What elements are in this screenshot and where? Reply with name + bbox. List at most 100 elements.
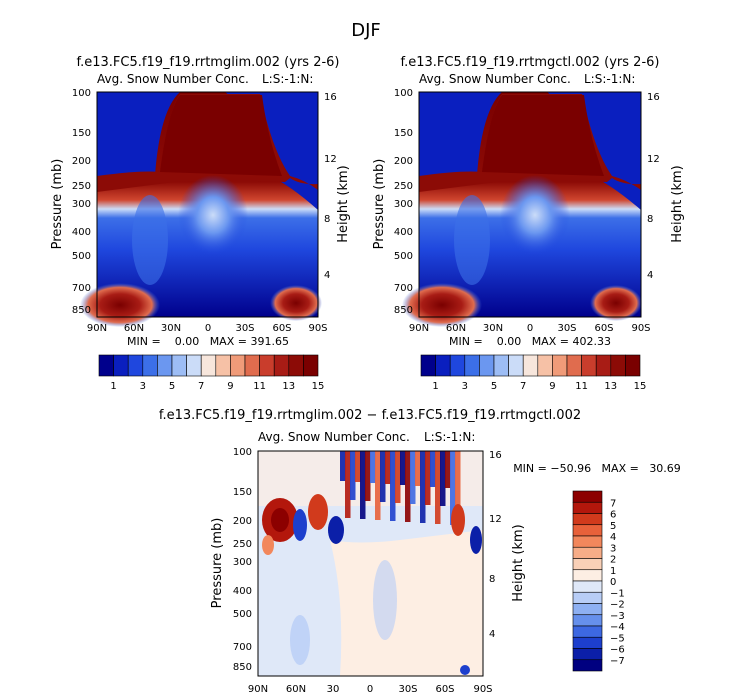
colorbar-label: 9	[549, 381, 555, 392]
colorbar-swatch	[572, 513, 603, 526]
panel-1-xticks: 90N 60N 30N 0 30S 60S 90S	[87, 323, 328, 334]
colorbar-swatch	[142, 354, 158, 377]
y-tick-right-label: 16	[647, 92, 660, 103]
panel-3-heatmap	[257, 450, 484, 677]
colorbar-swatch	[215, 354, 231, 377]
colorbar-swatch	[244, 354, 260, 377]
colorbar-swatch	[420, 354, 436, 377]
x-tick-label: 60N	[286, 684, 306, 695]
x-tick-label: 90N	[87, 323, 107, 334]
colorbar-label: −4	[610, 622, 625, 633]
panel-3-ylabel-right: Height (km)	[511, 524, 526, 601]
colorbar-label: −7	[610, 656, 625, 667]
colorbar-label: 5	[610, 521, 616, 532]
colorbar-swatch	[157, 354, 173, 377]
y-tick-label: 400	[72, 227, 91, 238]
diff-streak	[360, 451, 366, 519]
y-tick-right-label: 8	[489, 574, 495, 585]
colorbar-swatch	[610, 354, 626, 377]
colorbar-swatch	[566, 354, 582, 377]
colorbar-swatch	[572, 603, 603, 616]
colorbar-swatch	[572, 524, 603, 537]
diff-streak	[445, 451, 451, 488]
colorbar-swatch	[113, 354, 129, 377]
colorbar-label: −1	[610, 588, 625, 599]
diff-streak	[420, 451, 426, 523]
colorbar-label: −5	[610, 633, 625, 644]
diff-streak	[400, 451, 406, 485]
colorbar-swatch	[186, 354, 202, 377]
panel-3-title: f.e13.FC5.f19_f19.rrtmglim.002 − f.e13.F…	[159, 408, 581, 423]
panel-1-heatmap	[80, 91, 322, 327]
y-tick-label: 100	[233, 447, 252, 458]
y-tick-right-label: 16	[489, 450, 502, 461]
colorbar-label: 4	[610, 532, 616, 543]
colorbar-label: 7	[198, 381, 204, 392]
colorbar-swatch	[259, 354, 275, 377]
colorbar-label: 15	[312, 381, 325, 392]
colorbar-label: 13	[604, 381, 617, 392]
y-tick-label: 500	[72, 251, 91, 262]
y-tick-right-label: 8	[324, 214, 330, 225]
diff-streak	[430, 451, 436, 487]
panel-2-ylabel-right: Height (km)	[670, 165, 685, 242]
y-tick-label: 700	[394, 283, 413, 294]
panel-3: f.e13.FC5.f19_f19.rrtmglim.002 − f.e13.F…	[159, 408, 681, 695]
panel-1: f.e13.FC5.f19_f19.rrtmglim.002 (yrs 2-6)…	[50, 55, 351, 392]
diff-streak	[450, 451, 456, 525]
panel-3-subtitle: Avg. Snow Number Conc.	[258, 430, 410, 444]
y-tick-right-label: 4	[324, 270, 330, 281]
colorbar-label: 9	[227, 381, 233, 392]
colorbar-swatch	[625, 354, 641, 377]
colorbar-label: 1	[110, 381, 116, 392]
panel-2: f.e13.FC5.f19_f19.rrtmgctl.002 (yrs 2-6)…	[372, 55, 685, 392]
colorbar-swatch	[572, 535, 603, 548]
colorbar-label: 5	[169, 381, 175, 392]
colorbar-swatch	[435, 354, 451, 377]
diff-streak	[355, 451, 361, 482]
panel-2-yticks-right: 16 12 8 4	[647, 92, 660, 281]
y-tick-right-label: 4	[647, 270, 653, 281]
y-tick-right-label: 12	[489, 514, 502, 525]
y-tick-label: 300	[233, 557, 252, 568]
panel-1-min-max: MIN = 0.00 MAX = 391.65	[127, 335, 289, 348]
colorbar-swatch	[537, 354, 553, 377]
colorbar-swatch	[464, 354, 480, 377]
colorbar-label: 7	[610, 498, 616, 509]
colorbar-swatch	[572, 591, 603, 604]
x-tick-label: 90S	[308, 323, 327, 334]
y-tick-label: 850	[233, 662, 252, 673]
colorbar-swatch	[449, 354, 466, 377]
panel-1-ylabel: Pressure (mb)	[50, 159, 65, 250]
panel-1-colorbar: 1 3 5 7 9 11 13 15	[98, 354, 325, 392]
colorbar-swatch	[479, 354, 495, 377]
colorbar-swatch	[508, 354, 524, 377]
colorbar-label: 0	[610, 577, 616, 588]
x-tick-label: 90S	[473, 684, 492, 695]
diff-streak	[375, 451, 381, 520]
panel-2-xticks: 90N 60N 30N 0 30S 60S 90S	[409, 323, 651, 334]
colorbar-swatch	[595, 354, 612, 377]
colorbar-swatch	[288, 354, 304, 377]
y-tick-label: 100	[394, 88, 413, 99]
panel-3-yticks-right: 16 12 8 4	[489, 450, 502, 640]
diff-streak	[455, 451, 461, 507]
y-tick-label: 500	[394, 251, 413, 262]
colorbar-swatch	[572, 636, 603, 649]
colorbar-label: 11	[575, 381, 588, 392]
panel-1-unit-label: L:S:-1:N:	[262, 72, 313, 86]
panel-3-yticks: 100 150 200 250 300 400 500 700 850	[233, 447, 252, 673]
colorbar-swatch	[572, 580, 603, 593]
colorbar-label: 6	[610, 510, 616, 521]
colorbar-swatch	[200, 354, 217, 377]
colorbar-label: 3	[462, 381, 468, 392]
panel-1-yticks: 100 150 200 250 300 400 500 700 850	[72, 88, 91, 316]
diff-streak	[370, 451, 376, 483]
x-tick-label: 60N	[124, 323, 144, 334]
x-tick-label: 90S	[631, 323, 650, 334]
panel-1-title: f.e13.FC5.f19_f19.rrtmglim.002 (yrs 2-6)	[76, 55, 339, 70]
panel-1-ylabel-right: Height (km)	[336, 165, 351, 242]
x-tick-label: 0	[367, 684, 373, 695]
